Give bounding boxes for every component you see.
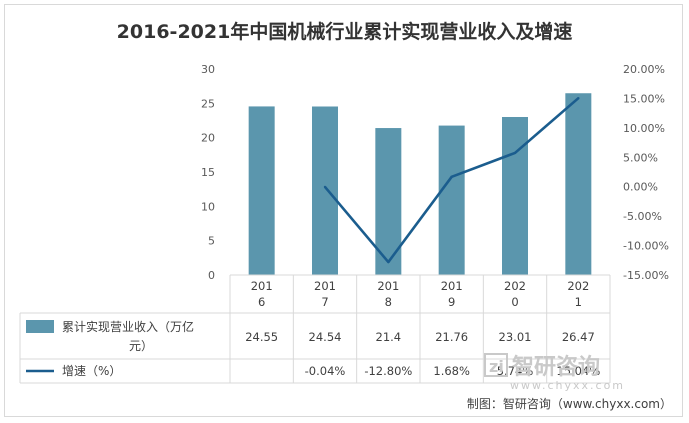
chart-title: 2016-2021年中国机械行业累计实现营业收入及增速 [117, 20, 573, 43]
line-series [323, 96, 580, 264]
bar-data-label: 24.54 [309, 330, 342, 344]
y2-tick-label: 0.00% [623, 181, 658, 194]
line-data-label: -0.04% [305, 364, 346, 378]
y-axis-right: -15.00% -10.00% -5.00% 0.00% 5.00% 10.00% 15.0… [623, 63, 669, 282]
legend-line-label: 增速（%） [62, 364, 121, 378]
x-tick-label: 202 [567, 279, 589, 293]
y-tick-label: 10 [201, 200, 215, 213]
line-point [387, 260, 390, 264]
x-tick-label: 201 [377, 279, 399, 293]
x-tick-label: 7 [321, 295, 328, 309]
x-tick-label: 202 [504, 279, 526, 293]
x-tick-label: 0 [511, 295, 518, 309]
y-tick-label: 5 [208, 235, 215, 248]
bar-data-label: 21.4 [376, 330, 402, 344]
bar-data-label: 26.47 [562, 330, 595, 344]
line-point [450, 175, 453, 179]
bar-series [248, 93, 592, 276]
y2-tick-label: 15.00% [623, 92, 665, 105]
bar-data-label: 23.01 [499, 330, 532, 344]
line-point [513, 151, 517, 155]
x-tick-label: 9 [448, 295, 455, 309]
y2-tick-label: -5.00% [623, 210, 662, 223]
y-axis-left: 0 5 10 15 20 25 30 [201, 63, 215, 282]
watermark-brand: 智研咨询 [512, 354, 600, 380]
bar-data-label: 21.76 [435, 330, 468, 344]
y-tick-label: 25 [201, 97, 215, 110]
y2-tick-label: 5.00% [623, 151, 658, 164]
line-point [323, 185, 327, 189]
legend-bar-label: 元） [129, 339, 153, 353]
bar [438, 125, 465, 276]
bar [502, 116, 528, 275]
legend-bar-label: 累计实现营业收入（万亿 [62, 319, 194, 334]
x-tick-label: 1 [575, 295, 582, 309]
x-tick-label: 201 [314, 279, 336, 293]
bar [312, 106, 338, 275]
y2-tick-label: -10.00% [623, 240, 669, 253]
y-tick-label: 30 [201, 63, 215, 76]
line-data-label: 1.68% [433, 364, 470, 378]
y2-tick-label: 20.00% [623, 63, 665, 76]
y2-tick-label: -15.00% [623, 269, 669, 282]
bar [565, 93, 592, 275]
watermark-logo-icon: zi [484, 353, 508, 377]
y-tick-label: 15 [201, 166, 215, 179]
bar [248, 106, 275, 275]
data-table: 201 6 201 7 201 8 201 9 202 0 202 1 累计实现营业收入（万亿元） 增速（… [19, 274, 611, 384]
watermark-url: www.chyxx.com [510, 379, 625, 392]
source-note: 制图：智研咨询（www.chyxx.com） [467, 396, 672, 411]
x-tick-label: 8 [385, 295, 392, 309]
y2-tick-label: 10.00% [623, 122, 665, 135]
line-data-label: 5.74% [497, 364, 534, 378]
line-data-label: 15.04% [556, 364, 600, 378]
x-tick-label: 201 [441, 279, 463, 293]
svg-text:zi: zi [489, 357, 504, 376]
x-tick-label: 201 [251, 279, 273, 293]
watermark: zi 智研咨询 www.chyxx.com [484, 353, 625, 392]
bar-data-label: 24.55 [245, 330, 278, 344]
legend-bar-swatch [26, 320, 54, 333]
line-data-label: -12.80% [364, 364, 412, 378]
x-tick-label: 6 [258, 295, 265, 309]
line-point [577, 96, 580, 100]
y-tick-label: 20 [201, 132, 215, 145]
y-tick-label: 0 [208, 269, 215, 282]
